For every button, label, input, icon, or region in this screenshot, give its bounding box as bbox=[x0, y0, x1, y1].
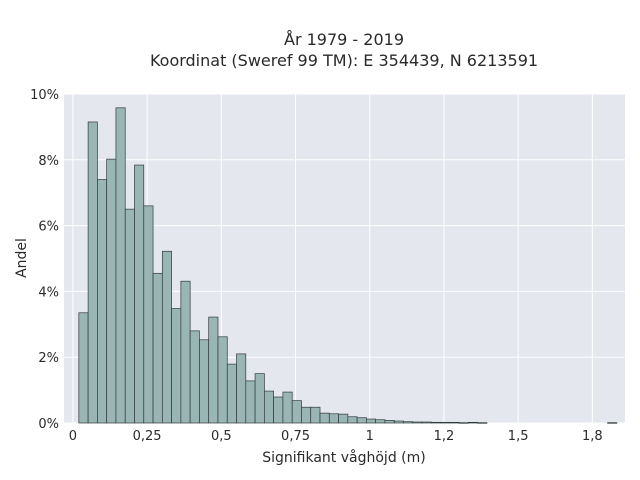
y-tick-label: 2% bbox=[38, 351, 59, 366]
x-tick-label: 0,5 bbox=[211, 429, 232, 444]
histogram-bar bbox=[282, 391, 293, 424]
histogram-bar bbox=[338, 413, 349, 424]
bars bbox=[78, 107, 618, 424]
histogram-bar bbox=[458, 422, 469, 424]
y-tick-label: 6% bbox=[38, 220, 59, 235]
y-tick-label: 0% bbox=[38, 417, 59, 432]
y-axis-label: Andel bbox=[14, 238, 30, 278]
histogram-bar bbox=[208, 316, 219, 424]
histogram-bar bbox=[291, 400, 302, 424]
histogram-bar bbox=[366, 418, 377, 424]
x-tick-label: 1,5 bbox=[508, 429, 529, 444]
histogram-bar bbox=[87, 121, 98, 424]
histogram-bar bbox=[143, 205, 154, 424]
histogram-bar bbox=[310, 406, 321, 424]
x-axis-label: Signifikant våghöjd (m) bbox=[262, 449, 425, 466]
histogram-bar bbox=[356, 417, 367, 424]
y-axis-ticks: 0% 2% 4% 6% 8% 10% bbox=[30, 88, 59, 432]
histogram-bar bbox=[430, 421, 441, 424]
chart-title-line2: Koordinat (Sweref 99 TM): E 354439, N 62… bbox=[150, 51, 538, 70]
histogram-bar bbox=[468, 421, 479, 424]
histogram-bar bbox=[301, 406, 312, 424]
histogram-bar bbox=[273, 396, 284, 424]
histogram-bar bbox=[217, 336, 228, 424]
x-tick-label: 0,25 bbox=[133, 429, 162, 444]
histogram-bar bbox=[375, 419, 386, 424]
chart-title-line1: År 1979 - 2019 bbox=[284, 30, 404, 49]
histogram-bar bbox=[319, 412, 330, 424]
histogram-bar bbox=[449, 421, 460, 424]
histogram-bar bbox=[384, 420, 395, 424]
histogram-bar bbox=[236, 353, 247, 424]
y-tick-label: 8% bbox=[38, 154, 59, 169]
x-tick-label: 0 bbox=[69, 429, 77, 444]
histogram-bar bbox=[78, 312, 89, 424]
histogram-bar bbox=[199, 339, 210, 424]
histogram-bar bbox=[403, 421, 414, 424]
histogram-bar bbox=[189, 330, 200, 424]
x-tick-label: 1,8 bbox=[582, 429, 603, 444]
histogram-bar bbox=[106, 158, 117, 424]
histogram-bar bbox=[180, 280, 191, 424]
histogram-bar bbox=[412, 421, 423, 424]
histogram-bar bbox=[607, 422, 618, 424]
y-tick-label: 10% bbox=[30, 88, 59, 103]
x-tick-label: 1,2 bbox=[434, 429, 455, 444]
x-tick-label: 1 bbox=[366, 429, 374, 444]
histogram-bar bbox=[134, 164, 145, 424]
histogram-bar bbox=[115, 107, 126, 424]
histogram-bar bbox=[264, 390, 274, 424]
histogram-bar bbox=[254, 373, 265, 424]
histogram-bar bbox=[421, 421, 432, 424]
histogram-bar bbox=[245, 380, 256, 424]
histogram-bar bbox=[124, 208, 135, 424]
x-tick-label: 0,75 bbox=[281, 429, 310, 444]
histogram-bar bbox=[226, 363, 237, 424]
histogram-bar bbox=[477, 422, 488, 424]
histogram-bar bbox=[171, 308, 182, 424]
y-tick-label: 4% bbox=[38, 285, 59, 300]
histogram-bar bbox=[440, 421, 451, 424]
x-axis-ticks: 0 0,25 0,5 0,75 1 1,2 1,5 1,8 bbox=[69, 429, 603, 444]
histogram-bar bbox=[328, 413, 339, 424]
histogram-bar bbox=[161, 250, 172, 424]
histogram-bar bbox=[347, 416, 358, 424]
histogram-bar bbox=[97, 179, 108, 424]
histogram-bar bbox=[393, 420, 404, 424]
histogram-bar bbox=[152, 272, 163, 424]
